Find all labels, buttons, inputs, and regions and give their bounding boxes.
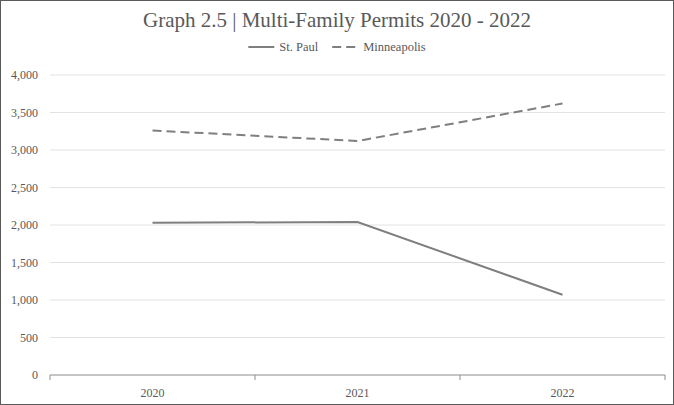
grid-line: [50, 300, 665, 301]
x-axis-line: [50, 375, 665, 376]
y-tick-label: 0: [32, 368, 38, 382]
y-tick-label: 1,500: [11, 256, 38, 270]
legend-label: St. Paul: [279, 40, 318, 54]
chart-title: Graph 2.5 | Multi-Family Permits 2020 - …: [143, 8, 531, 32]
y-tick-label: 3,500: [11, 106, 38, 120]
y-tick-label: 2,500: [11, 181, 38, 195]
grid-line: [50, 150, 665, 151]
x-tick-label: 2021: [346, 386, 370, 400]
x-tick-mark: [50, 375, 51, 380]
legend: St. Paul Minneapolis: [248, 40, 426, 54]
legend-swatch: [248, 46, 274, 48]
x-tick-mark: [665, 375, 666, 380]
x-tick-label: 2022: [551, 386, 575, 400]
plot-area: [153, 104, 563, 295]
grid-line: [50, 262, 665, 263]
grid-line: [50, 112, 665, 113]
y-tick-label: 2,000: [11, 218, 38, 232]
x-tick-label: 2020: [141, 386, 165, 400]
y-tick-label: 500: [20, 331, 38, 345]
grid-line: [50, 337, 665, 338]
x-tick-mark: [460, 375, 461, 380]
chart-frame: [1, 1, 674, 405]
chart-svg: Graph 2.5 | Multi-Family Permits 2020 - …: [0, 0, 674, 405]
series-line: [153, 222, 563, 295]
y-tick-label: 4,000: [11, 68, 38, 82]
grid-line: [50, 225, 665, 226]
y-tick-label: 3,000: [11, 143, 38, 157]
grid-line: [50, 187, 665, 188]
y-tick-label: 1,000: [11, 293, 38, 307]
grid-line: [50, 75, 665, 76]
series-line: [153, 104, 563, 142]
legend-swatch: [332, 46, 358, 48]
legend-label: Minneapolis: [363, 40, 426, 54]
chart-container: Graph 2.5 | Multi-Family Permits 2020 - …: [0, 0, 674, 405]
x-tick-mark: [255, 375, 256, 380]
